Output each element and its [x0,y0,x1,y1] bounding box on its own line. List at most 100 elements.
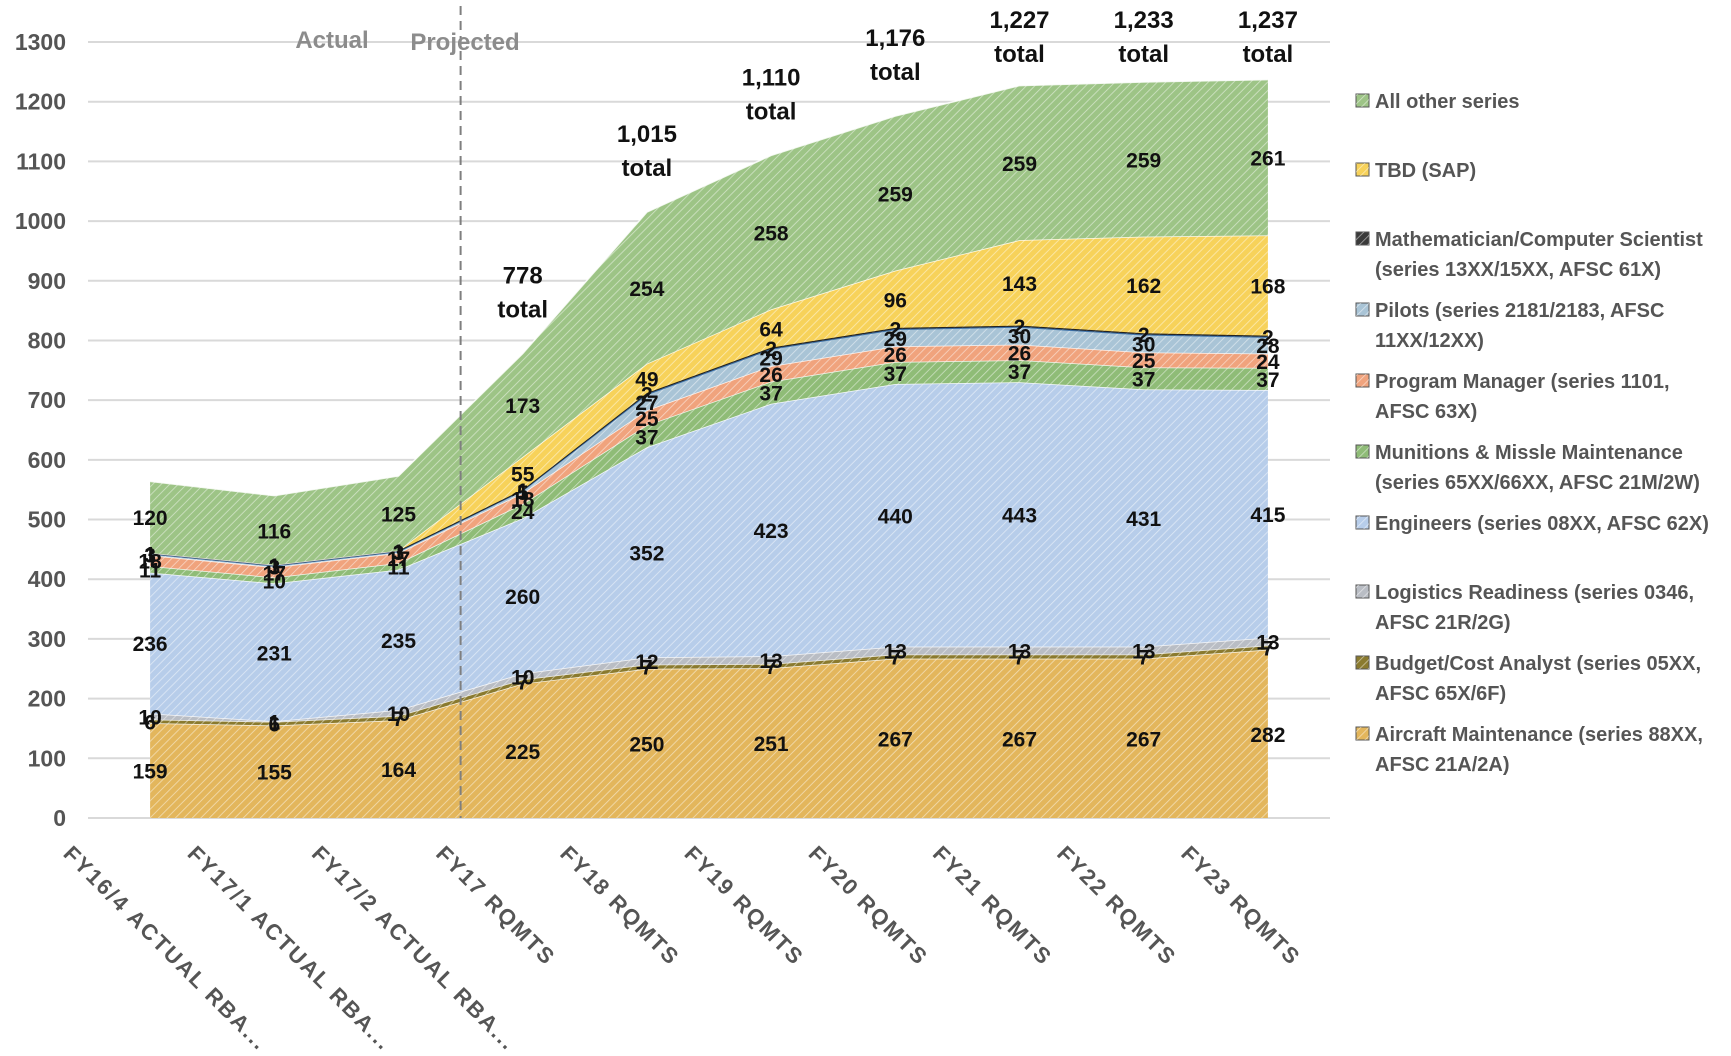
legend-swatch-hatch [1356,232,1369,245]
data-label: 13 [1008,641,1031,664]
data-label: 143 [1002,273,1037,296]
data-label: 164 [381,759,416,782]
data-label: 1 [268,712,280,735]
data-label: 282 [1250,724,1285,747]
data-label: 2 [1262,326,1274,349]
x-tick-label: FY20 RQMTS [804,841,933,971]
total-word-label: total [1118,41,1169,68]
data-label: 259 [1126,149,1161,172]
data-label: 162 [1126,275,1161,298]
legend-label: All other series [1375,91,1520,113]
legend-label: Mathematician/Computer Scientist [1375,229,1703,251]
legend-label: AFSC 21A/2A) [1375,754,1509,776]
x-tick-label: FY23 RQMTS [1176,841,1306,971]
data-label: 236 [133,633,168,656]
data-label: 440 [878,505,913,528]
data-label: 259 [878,183,913,206]
data-label: 423 [754,520,789,543]
data-label: 159 [133,761,168,784]
area-series-group [150,80,1268,818]
data-label: 10 [138,707,161,730]
legend-label: Logistics Readiness (series 0346, [1375,582,1694,604]
total-word-label: total [622,155,673,182]
data-label: 267 [1126,728,1161,751]
legend-swatch-hatch [1356,445,1369,458]
legend-item: Engineers (series 08XX, AFSC 62X) [1356,513,1709,535]
legend-swatch-hatch [1356,94,1369,107]
data-label: 1 [144,543,156,566]
data-label: 173 [505,395,540,418]
legend-swatch-hatch [1356,727,1369,740]
legend-label: Pilots (series 2181/2183, AFSC [1375,300,1664,322]
data-label: 261 [1250,148,1285,171]
legend-label: (series 65XX/66XX, AFSC 21M/2W) [1375,472,1700,494]
data-label: 267 [1002,728,1037,751]
total-value-label: 778 [503,263,543,290]
legend-label: Engineers (series 08XX, AFSC 62X) [1375,513,1709,535]
data-label: 120 [133,507,168,530]
y-tick-label: 1100 [16,148,66,174]
data-label: 260 [505,586,540,609]
total-value-label: 1,176 [865,25,925,52]
data-label: 231 [257,642,292,665]
data-label: 13 [884,641,907,664]
data-label: 415 [1250,504,1285,527]
data-label: 55 [511,463,535,486]
data-label: 431 [1126,508,1161,531]
total-value-label: 1,227 [989,7,1049,34]
y-tick-label: 900 [28,268,66,294]
data-label: 168 [1250,276,1285,299]
data-label: 258 [754,222,789,245]
data-label: 259 [1002,153,1037,176]
data-label: 155 [257,762,292,785]
x-axis-ticks: FY16/4 ACTUAL RBA...FY17/1 ACTUAL RBA...… [59,841,1306,1056]
data-label: 235 [381,630,416,653]
data-label: 116 [257,520,291,543]
legend-swatch-hatch [1356,374,1369,387]
total-value-label: 1,233 [1114,7,1174,34]
legend-swatch-hatch [1356,585,1369,598]
x-tick-label: FY22 RQMTS [1052,841,1182,971]
legend-label: AFSC 63X) [1375,401,1477,423]
data-label: 2 [765,338,777,361]
data-label: 2 [1014,316,1026,339]
data-label: 2 [889,319,901,342]
total-word-label: total [870,59,921,86]
x-tick-label: FY17 RQMTS [431,841,560,971]
total-value-label: 1,237 [1238,7,1298,34]
legend-item: Mathematician/Computer Scientist (series … [1356,229,1703,281]
y-tick-label: 1200 [15,89,66,115]
legend-label: Budget/Cost Analyst (series 05XX, [1375,653,1701,675]
legend-label: AFSC 21R/2G) [1375,612,1511,634]
x-tick-label: FY17/2 ACTUAL RBA... [307,841,522,1056]
legend-item: Pilots (series 2181/2183, AFSC 11XX/12XX) [1356,300,1664,352]
legend-item: Logistics Readiness (series 0346, AFSC 21… [1356,582,1694,634]
total-word-label: total [994,41,1045,68]
y-tick-label: 1000 [15,208,66,234]
data-label: 251 [754,733,789,756]
legend-item: TBD (SAP) [1356,160,1476,182]
y-tick-label: 700 [28,387,66,413]
legend: All other series TBD (SAP) Mathematician/C… [1356,91,1709,776]
x-tick-label: FY19 RQMTS [680,841,809,971]
y-tick-label: 400 [28,566,66,592]
section-label-actual: Actual [295,27,368,54]
legend-label: Aircraft Maintenance (series 88XX, [1375,724,1703,746]
data-label: 254 [629,278,664,301]
legend-label: Program Manager (series 1101, [1375,371,1670,393]
legend-swatch-hatch [1356,516,1369,529]
data-label: 96 [884,289,907,312]
y-tick-label: 0 [53,805,66,831]
legend-item: Program Manager (series 1101, AFSC 63X) [1356,371,1670,423]
y-tick-label: 500 [28,507,66,533]
legend-label: (series 13XX/15XX, AFSC 61X) [1375,259,1661,281]
legend-item: Munitions & Missle Maintenance (series 65… [1356,442,1700,494]
x-tick-label: FY17/1 ACTUAL RBA... [183,841,398,1056]
y-tick-label: 300 [28,626,66,652]
legend-swatch-hatch [1356,656,1369,669]
data-label: 443 [1002,504,1037,527]
y-tick-label: 800 [28,327,66,353]
data-label: 250 [629,733,664,756]
y-tick-label: 200 [28,686,66,712]
legend-item: Aircraft Maintenance (series 88XX, AFSC 2… [1356,724,1703,776]
